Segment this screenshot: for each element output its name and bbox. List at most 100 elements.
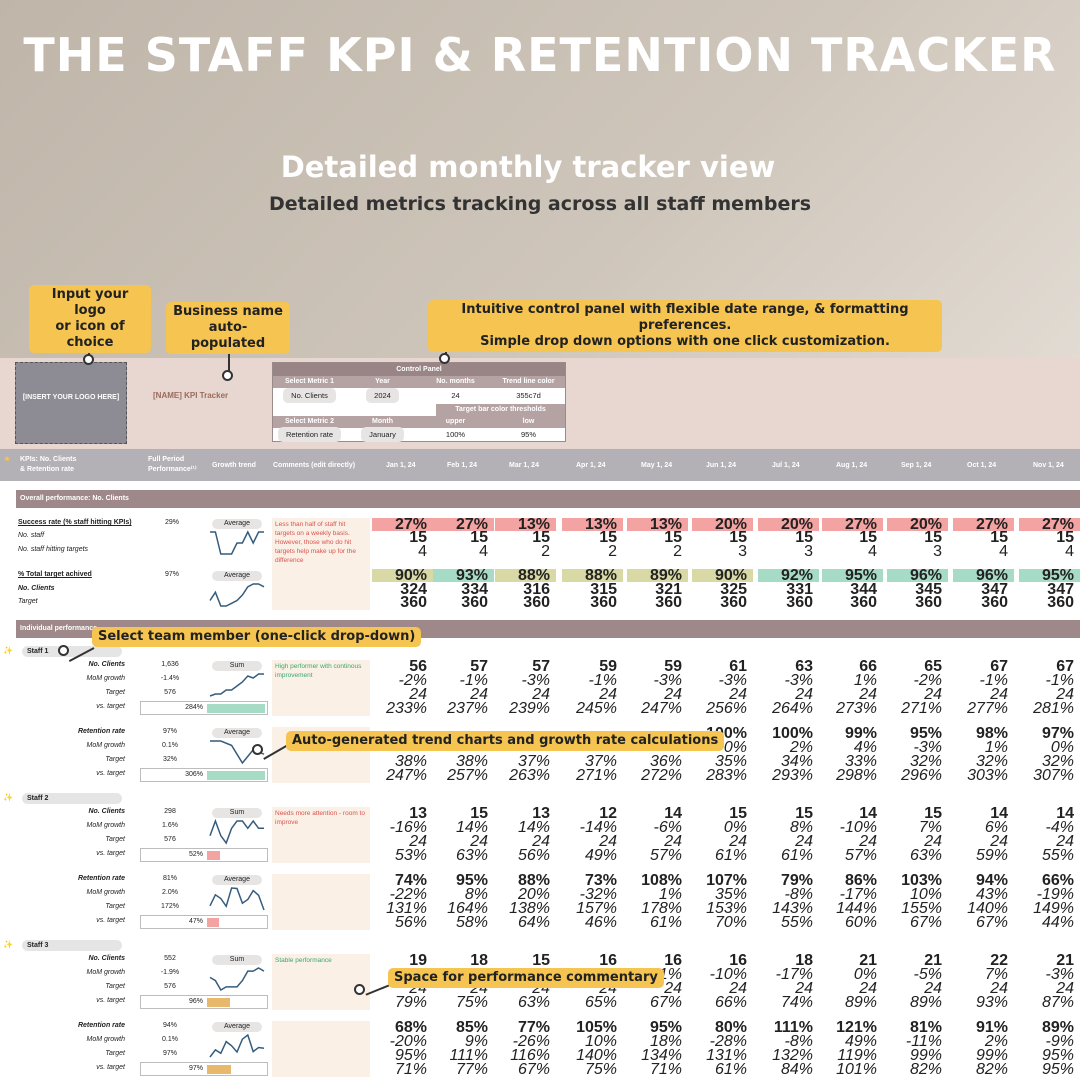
table-cell: 59 (599, 658, 617, 675)
table-cell: 33% (844, 753, 877, 770)
table-cell: -3% (913, 739, 942, 756)
table-cell: 116% (510, 1047, 550, 1064)
table-cell: 360 (461, 594, 488, 611)
aggregation-tag[interactable]: Average (212, 1022, 262, 1032)
staff-select-dropdown[interactable]: Staff 3 (22, 940, 122, 951)
table-cell: 131% (706, 1047, 747, 1064)
table-cell: 138% (509, 900, 550, 917)
table-cell: 12 (599, 805, 617, 822)
table-cell: 277% (967, 700, 1008, 717)
cp-header: No. months (436, 378, 475, 385)
table-cell: 264% (772, 700, 813, 717)
staff-comment[interactable]: Needs more attention - room to improve (272, 807, 370, 863)
no-months-input[interactable]: 24 (451, 391, 460, 400)
table-cell: 24 (795, 980, 813, 997)
table-cell: 24 (532, 686, 550, 703)
table-cell: 99% (844, 725, 877, 742)
table-cell: 7% (984, 966, 1008, 983)
table-cell: -3% (653, 672, 682, 689)
table-cell: 24 (1056, 980, 1074, 997)
aggregation-tag[interactable]: Sum (212, 808, 262, 818)
table-cell: 55% (780, 914, 813, 931)
staff-comment-2[interactable] (272, 874, 370, 930)
table-cell: 14% (455, 819, 488, 836)
overall-comment[interactable]: Less than half of staff hit targets on a… (272, 518, 370, 610)
table-cell: 18 (470, 952, 488, 969)
table-cell: 35% (714, 886, 747, 903)
vs-target-box: 97% (140, 1062, 268, 1076)
month-dropdown[interactable]: January (346, 427, 419, 442)
table-cell: 100% (772, 725, 813, 742)
select-metric-1-dropdown[interactable]: No. Clients (273, 388, 346, 403)
table-cell: 9% (464, 1033, 488, 1050)
table-cell: 67 (1056, 658, 1074, 675)
table-cell: 10% (584, 1033, 617, 1050)
table-cell: 89% (627, 568, 688, 584)
table-cell: 15 (924, 805, 942, 822)
aggregation-tag[interactable]: Sum (212, 661, 262, 671)
table-cell: 93% (975, 994, 1008, 1011)
table-cell: -1% (459, 672, 488, 689)
table-cell: -14% (579, 819, 617, 836)
table-cell: 63 (795, 658, 813, 675)
full-period-value: 81% (162, 875, 177, 882)
aggregation-tag[interactable]: Average (212, 728, 262, 738)
low-threshold-input[interactable]: 95% (520, 430, 536, 439)
table-cell: 74% (780, 994, 813, 1011)
table-cell: 345 (915, 581, 942, 598)
table-cell: 281% (1033, 700, 1074, 717)
row-label: MoM growth (86, 889, 125, 896)
trend-sparkline (209, 819, 264, 845)
staff-comment[interactable]: Stable performance (272, 954, 370, 1010)
table-cell: 95% (1019, 568, 1080, 584)
table-cell: 307% (1033, 767, 1074, 784)
col-month: Apr 1, 24 (576, 462, 606, 469)
col-month: Mar 1, 24 (509, 462, 539, 469)
table-cell: 18 (795, 952, 813, 969)
row-label: vs. target (96, 770, 125, 777)
table-cell: 24 (1056, 686, 1074, 703)
row-label: vs. target (96, 850, 125, 857)
table-cell: 97% (1041, 725, 1074, 742)
table-cell: 58% (455, 914, 488, 931)
table-cell: 316 (523, 581, 550, 598)
table-cell: 4 (868, 543, 877, 560)
staff-comment[interactable]: High performer with continous improvemen… (272, 660, 370, 716)
table-cell: 271% (901, 700, 942, 717)
year-dropdown[interactable]: 2024 (346, 388, 419, 403)
aggregation-tag[interactable]: Average (212, 875, 262, 885)
col-month: Jul 1, 24 (772, 462, 800, 469)
staff-comment-2[interactable] (272, 1021, 370, 1077)
table-cell: -2% (913, 672, 942, 689)
table-cell: -8% (784, 1033, 813, 1050)
table-cell: 61% (649, 914, 682, 931)
table-cell: 27% (822, 517, 883, 533)
table-cell: 13 (532, 805, 550, 822)
col-month: Jun 1, 24 (706, 462, 736, 469)
table-cell: 57% (649, 847, 682, 864)
table-cell: -6% (653, 819, 682, 836)
section-overall: Overall performance: No. Clients (16, 490, 1080, 508)
table-cell: 95% (394, 1047, 427, 1064)
table-cell: 86% (844, 872, 877, 889)
aggregation-tag[interactable]: Sum (212, 955, 262, 965)
table-cell: 360 (590, 594, 617, 611)
aggregation-tag[interactable]: Average (212, 519, 262, 529)
aggregation-tag[interactable]: Average (212, 571, 262, 581)
table-cell: 298% (836, 767, 877, 784)
table-cell: 257% (447, 767, 488, 784)
trend-color-input[interactable]: 355c7d (516, 391, 541, 400)
row-label: Retention rate (77, 728, 125, 735)
vs-target-bar (207, 918, 219, 927)
upper-threshold-input[interactable]: 100% (445, 430, 466, 439)
table-cell: 67% (975, 914, 1008, 931)
select-metric-2-dropdown[interactable]: Retention rate (273, 427, 346, 442)
staff-select-dropdown[interactable]: Staff 1 (22, 646, 122, 657)
logo-placeholder[interactable]: [INSERT YOUR LOGO HERE] (15, 362, 127, 444)
table-cell: 16 (729, 952, 747, 969)
star-icon: ★ (4, 456, 11, 463)
staff-select-dropdown[interactable]: Staff 2 (22, 793, 122, 804)
row-label: No. Clients (18, 585, 55, 592)
callout-select-dot (58, 645, 69, 656)
table-cell: 65 (924, 658, 942, 675)
